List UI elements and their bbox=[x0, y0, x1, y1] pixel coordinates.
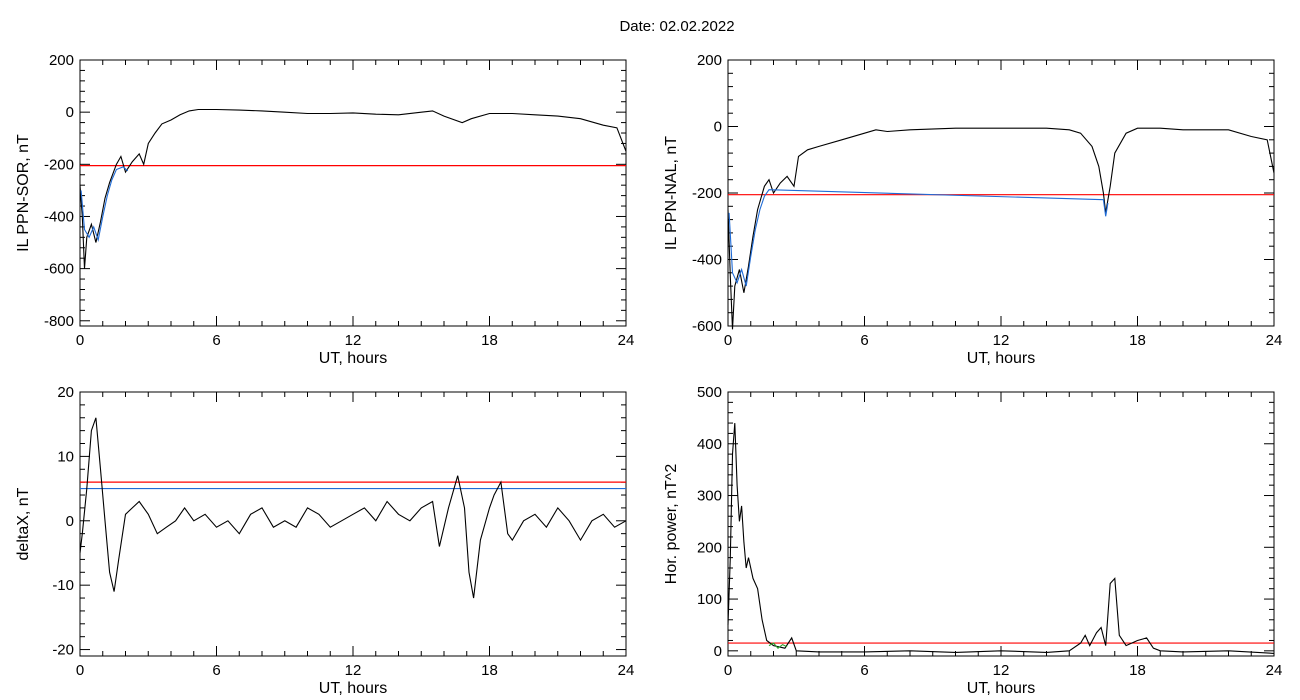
power-ytick-label: 100 bbox=[697, 591, 722, 608]
sor-xtick-label: 6 bbox=[212, 332, 220, 349]
nal-ytick-label: 0 bbox=[714, 119, 722, 136]
sor-series-line bbox=[80, 166, 129, 243]
sor-ylabel: IL PPN-SOR, nT bbox=[15, 134, 32, 252]
power-xlabel: UT, hours bbox=[967, 680, 1035, 697]
power-ylabel: Hor. power, nT^2 bbox=[663, 464, 680, 585]
sor-series-line bbox=[79, 108, 627, 269]
sor-xtick-label: 12 bbox=[345, 332, 362, 349]
power-ytick-label: 300 bbox=[697, 488, 722, 505]
nal-series-line bbox=[728, 189, 1109, 287]
power-xtick-label: 12 bbox=[993, 662, 1010, 679]
nal-xtick-label: 12 bbox=[993, 332, 1010, 349]
power-series-line bbox=[768, 642, 788, 649]
power-xtick-label: 18 bbox=[1129, 662, 1146, 679]
power-xtick-label: 6 bbox=[860, 662, 868, 679]
nal-ylabel: IL PPN-NAL, nT bbox=[663, 136, 680, 250]
power-xtick-label: 24 bbox=[1266, 662, 1283, 679]
nal-frame bbox=[727, 59, 1275, 327]
power-ytick-label: 200 bbox=[697, 539, 722, 556]
power-series-line bbox=[727, 423, 1275, 654]
nal-ytick-label: -600 bbox=[692, 318, 722, 335]
deltax-ytick-label: 20 bbox=[57, 384, 74, 401]
sor-xtick-label: 0 bbox=[76, 332, 84, 349]
deltax-series-line bbox=[79, 417, 627, 599]
sor-ytick-label: 200 bbox=[49, 52, 74, 69]
sor-xtick-label: 24 bbox=[618, 332, 635, 349]
sor-xtick-label: 18 bbox=[481, 332, 498, 349]
deltax-ytick-label: -20 bbox=[52, 642, 74, 659]
deltax-xtick-label: 0 bbox=[76, 662, 84, 679]
deltax-xtick-label: 6 bbox=[212, 662, 220, 679]
deltax-ytick-label: 10 bbox=[57, 448, 74, 465]
sor-ytick-label: 0 bbox=[66, 104, 74, 121]
deltax-xtick-label: 12 bbox=[345, 662, 362, 679]
power-ytick-label: 400 bbox=[697, 436, 722, 453]
nal-xlabel: UT, hours bbox=[967, 350, 1035, 367]
nal-ytick-label: -400 bbox=[692, 252, 722, 269]
nal-series-line bbox=[727, 127, 1275, 330]
sor-xlabel: UT, hours bbox=[319, 350, 387, 367]
nal-xtick-label: 6 bbox=[860, 332, 868, 349]
sor-frame bbox=[79, 59, 627, 327]
power-ytick-label: 500 bbox=[697, 384, 722, 401]
power-ytick-label: 0 bbox=[714, 643, 722, 660]
power-frame bbox=[727, 391, 1275, 657]
deltax-ylabel: deltaX, nT bbox=[15, 487, 32, 560]
deltax-xtick-label: 18 bbox=[481, 662, 498, 679]
nal-xtick-label: 0 bbox=[724, 332, 732, 349]
deltax-ytick-label: -10 bbox=[52, 577, 74, 594]
deltax-xtick-label: 24 bbox=[618, 662, 635, 679]
nal-ytick-label: -200 bbox=[692, 185, 722, 202]
chart-title: Date: 02.02.2022 bbox=[619, 18, 735, 35]
nal-xtick-label: 18 bbox=[1129, 332, 1146, 349]
deltax-ytick-label: 0 bbox=[66, 513, 74, 530]
sor-ytick-label: -400 bbox=[44, 208, 74, 225]
power-xtick-label: 0 bbox=[724, 662, 732, 679]
deltax-xlabel: UT, hours bbox=[319, 680, 387, 697]
nal-xtick-label: 24 bbox=[1266, 332, 1283, 349]
sor-ytick-label: -800 bbox=[44, 313, 74, 330]
sor-ytick-label: -600 bbox=[44, 261, 74, 278]
nal-ytick-label: 200 bbox=[697, 52, 722, 69]
sor-ytick-label: -200 bbox=[44, 156, 74, 173]
